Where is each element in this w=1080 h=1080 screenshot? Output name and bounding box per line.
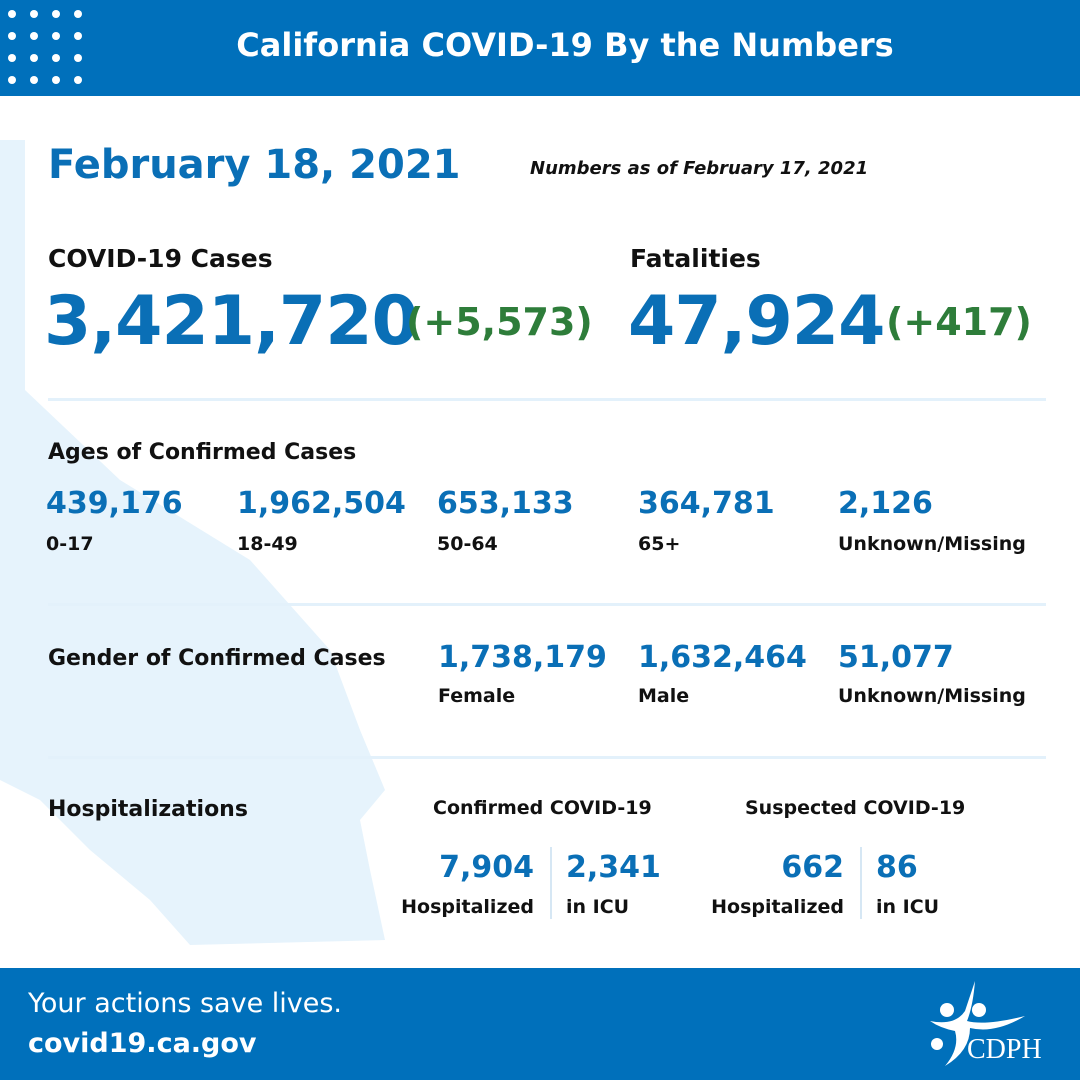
- dot: [52, 76, 60, 84]
- dot: [8, 32, 16, 40]
- ages-label: 0-17: [46, 533, 94, 555]
- ages-value: 2,126: [838, 486, 933, 521]
- footer-url[interactable]: covid19.ca.gov: [28, 1028, 257, 1059]
- footer: Your actions save lives. covid19.ca.gov …: [0, 968, 1080, 1080]
- confirmed-hospitalized-value: 7,904: [439, 850, 534, 885]
- dot: [8, 10, 16, 18]
- cdph-logo: CDPH: [930, 981, 1042, 1066]
- ages-label: 65+: [638, 533, 681, 555]
- hospitalizations-title: Hospitalizations: [48, 797, 248, 822]
- page-title: California COVID-19 By the Numbers: [236, 26, 894, 64]
- divider: [48, 756, 1046, 759]
- footer-tagline: Your actions save lives.: [28, 988, 343, 1019]
- fatalities-delta: (+417): [886, 300, 1032, 344]
- confirmed-icu-label: in ICU: [566, 896, 630, 918]
- suspected-title: Suspected COVID-19: [745, 797, 966, 819]
- confirmed-hospitalized-label: Hospitalized: [401, 896, 534, 918]
- fatalities-value: 47,924: [628, 282, 885, 361]
- gender-title: Gender of Confirmed Cases: [48, 646, 386, 671]
- suspected-icu-value: 86: [876, 850, 918, 885]
- california-map-background: [0, 140, 385, 945]
- ages-title: Ages of Confirmed Cases: [48, 440, 357, 465]
- header-banner: California COVID-19 By the Numbers: [0, 0, 1080, 96]
- divider: [48, 603, 1046, 606]
- dot: [30, 54, 38, 62]
- dot: [30, 32, 38, 40]
- ages-value: 653,133: [437, 486, 574, 521]
- dot: [30, 76, 38, 84]
- suspected-hospitalized-value: 662: [781, 850, 844, 885]
- ages-label: 50-64: [437, 533, 498, 555]
- dot: [52, 32, 60, 40]
- dot: [8, 76, 16, 84]
- ages-label: Unknown/Missing: [838, 533, 1026, 555]
- fatalities-label: Fatalities: [630, 244, 761, 273]
- dot: [74, 76, 82, 84]
- dot: [52, 10, 60, 18]
- gender-value: 1,738,179: [438, 640, 607, 675]
- gender-value: 51,077: [838, 640, 954, 675]
- gender-label: Unknown/Missing: [838, 685, 1026, 707]
- cases-label: COVID-19 Cases: [48, 244, 273, 273]
- dot: [74, 32, 82, 40]
- gender-label: Female: [438, 685, 516, 707]
- ages-value: 439,176: [46, 486, 183, 521]
- dot: [52, 54, 60, 62]
- ages-value: 1,962,504: [237, 486, 406, 521]
- divider: [550, 847, 552, 919]
- cases-value: 3,421,720: [44, 282, 419, 361]
- dot: [74, 10, 82, 18]
- dot: [74, 54, 82, 62]
- gender-value: 1,632,464: [638, 640, 807, 675]
- confirmed-title: Confirmed COVID-19: [433, 797, 652, 819]
- logo-text: CDPH: [967, 1034, 1042, 1065]
- report-date: February 18, 2021: [48, 142, 461, 188]
- dot: [8, 54, 16, 62]
- cases-delta: (+5,573): [406, 300, 593, 344]
- as-of-note: Numbers as of February 17, 2021: [530, 158, 869, 179]
- ages-value: 364,781: [638, 486, 775, 521]
- confirmed-icu-value: 2,341: [566, 850, 661, 885]
- divider: [48, 398, 1046, 401]
- suspected-icu-label: in ICU: [876, 896, 940, 918]
- divider: [860, 847, 862, 919]
- dot: [30, 10, 38, 18]
- suspected-hospitalized-label: Hospitalized: [711, 896, 844, 918]
- ages-label: 18-49: [237, 533, 298, 555]
- gender-label: Male: [638, 685, 690, 707]
